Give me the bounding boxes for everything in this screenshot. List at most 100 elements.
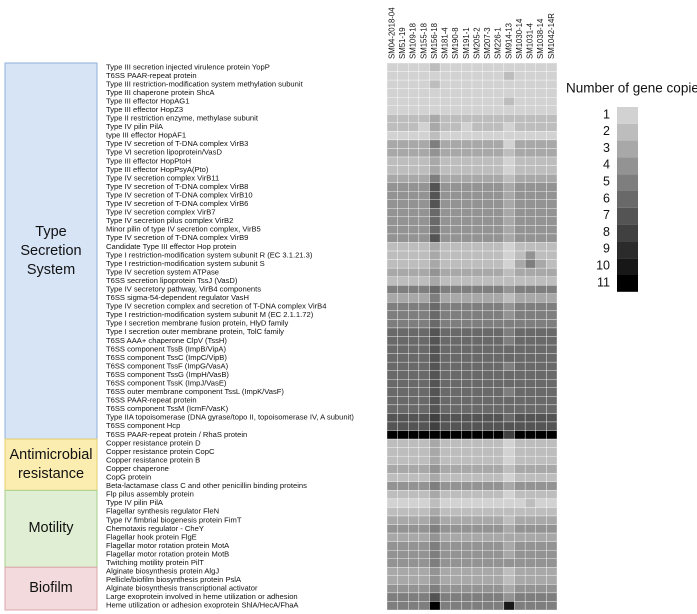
heatmap-cell [546, 62, 558, 72]
heatmap-cell [450, 370, 462, 380]
group-label: Type Secretion System [20, 223, 82, 278]
heatmap-cell [535, 242, 547, 252]
heatmap-cell [397, 233, 409, 243]
heatmap-cell [386, 182, 398, 192]
heatmap-cell [482, 549, 494, 559]
heatmap-cell [450, 387, 462, 397]
heatmap-cell [524, 404, 536, 414]
heatmap-cell [471, 541, 483, 551]
heatmap-cell [503, 259, 515, 269]
heatmap-cell [450, 293, 462, 303]
heatmap-cell [386, 122, 398, 132]
heatmap-cell [535, 216, 547, 226]
heatmap-cell [386, 507, 398, 517]
heatmap-cell [408, 216, 420, 226]
heatmap-cell [429, 584, 441, 594]
heatmap-cell [482, 481, 494, 491]
heatmap-cell [439, 455, 451, 465]
heatmap-cell [471, 259, 483, 269]
heatmap-cell [397, 250, 409, 260]
heatmap-cell [461, 259, 473, 269]
heatmap-cell [514, 421, 526, 431]
heatmap-cell [418, 515, 430, 525]
heatmap-cell [503, 481, 515, 491]
gene-label: Copper chaperone [106, 464, 169, 473]
heatmap-cell [514, 71, 526, 81]
heatmap-cell [493, 327, 505, 337]
heatmap-cell [524, 285, 536, 294]
heatmap-cell [493, 122, 505, 132]
heatmap-cell [397, 71, 409, 81]
column-label: SM1030-14 [515, 18, 524, 59]
heatmap-cell [397, 515, 409, 525]
heatmap-cell [450, 584, 462, 594]
heatmap-cell [397, 584, 409, 594]
heatmap-cell [429, 310, 441, 320]
heatmap-cell [429, 148, 441, 158]
heatmap-cell [386, 447, 398, 457]
heatmap-cell [546, 481, 558, 491]
column-label: SM109-18 [409, 23, 418, 59]
heatmap-cell [461, 131, 473, 141]
heatmap-cell [439, 88, 451, 98]
heatmap-cell [535, 199, 547, 209]
heatmap-cell [397, 105, 409, 115]
heatmap-cell [439, 361, 451, 371]
heatmap-cell [493, 233, 505, 243]
heatmap-cell [471, 473, 483, 482]
heatmap-cell [546, 293, 558, 303]
heatmap-cell [514, 532, 526, 542]
heatmap-cell [524, 199, 536, 209]
legend-label: 11 [597, 275, 610, 289]
heatmap-cell [386, 541, 398, 551]
heatmap-cell [514, 567, 526, 576]
gene-label: Type III effector HopAG1 [106, 96, 189, 105]
heatmap-cell [524, 267, 536, 277]
heatmap-cell [493, 430, 505, 440]
heatmap-cell [503, 97, 515, 106]
heatmap-cell [482, 233, 494, 243]
heatmap-cell [535, 524, 547, 534]
heatmap-cell [461, 344, 473, 354]
heatmap-cell [418, 464, 430, 474]
heatmap-cell [386, 139, 398, 149]
heatmap-cell [514, 88, 526, 98]
column-label: SM207-3 [483, 27, 492, 59]
heatmap-cell [493, 507, 505, 517]
heatmap-cell [439, 532, 451, 542]
heatmap-cell [450, 498, 462, 508]
heatmap-cell [397, 430, 409, 440]
heatmap-cell [524, 250, 536, 260]
heatmap-cell [418, 191, 430, 200]
heatmap-cell [408, 584, 420, 594]
heatmap-cell [471, 361, 483, 371]
heatmap-cell [546, 404, 558, 414]
heatmap-cell [418, 447, 430, 457]
heatmap-cell [503, 156, 515, 166]
heatmap-cell [514, 515, 526, 525]
heatmap-cell [493, 404, 505, 414]
heatmap-cell [503, 601, 515, 611]
heatmap-cell [482, 173, 494, 183]
heatmap-cell [397, 131, 409, 141]
heatmap-cell [418, 490, 430, 500]
heatmap-cell [461, 430, 473, 440]
heatmap-cell [461, 541, 473, 551]
heatmap-cell [535, 387, 547, 397]
heatmap-cell [482, 361, 494, 371]
heatmap-cell [514, 336, 526, 346]
heatmap-cell [397, 404, 409, 414]
heatmap-cell [461, 114, 473, 124]
heatmap-cell [397, 575, 409, 585]
heatmap-cell [408, 148, 420, 158]
heatmap-cell [546, 259, 558, 269]
heatmap-cell [524, 191, 536, 200]
heatmap-cell [418, 88, 430, 98]
heatmap-cell [461, 584, 473, 594]
heatmap-cell [429, 344, 441, 354]
gene-label: Flagellar motor rotation protein MotA [106, 541, 230, 550]
heatmap-cell [397, 549, 409, 559]
heatmap-cell [503, 148, 515, 158]
heatmap-cell [408, 421, 420, 431]
heatmap-cell [524, 387, 536, 397]
